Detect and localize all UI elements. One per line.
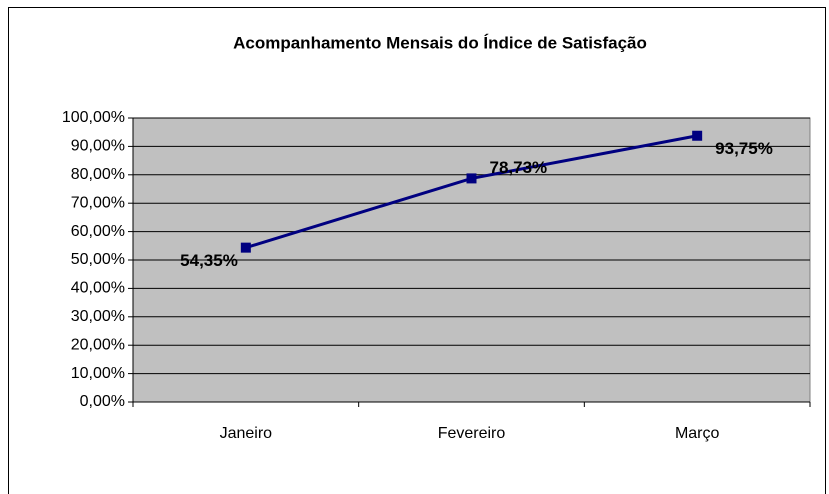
y-tick-label: 20,00%	[71, 336, 125, 353]
y-tick-label: 0,00%	[80, 393, 125, 410]
marker	[466, 173, 477, 184]
y-tick-label: 90,00%	[71, 138, 125, 155]
y-tick-label: 50,00%	[71, 251, 125, 268]
y-tick-label: 10,00%	[71, 365, 125, 382]
x-tick-label: Fevereiro	[438, 425, 506, 442]
chart-title: Acompanhamento Mensais do Índice de Sati…	[233, 33, 647, 52]
x-tick-label: Março	[675, 425, 720, 442]
data-label: 93,75%	[715, 139, 773, 158]
x-tick-label: Janeiro	[220, 425, 273, 442]
y-tick-label: 30,00%	[71, 308, 125, 325]
marker	[240, 242, 251, 253]
data-label: 78,73%	[490, 158, 548, 177]
y-tick-label: 40,00%	[71, 280, 125, 297]
y-tick-label: 60,00%	[71, 223, 125, 240]
y-tick-label: 80,00%	[71, 166, 125, 183]
data-label: 54,35%	[180, 251, 238, 270]
y-tick-label: 100,00%	[62, 109, 125, 126]
marker	[692, 130, 703, 141]
y-tick-label: 70,00%	[71, 194, 125, 211]
